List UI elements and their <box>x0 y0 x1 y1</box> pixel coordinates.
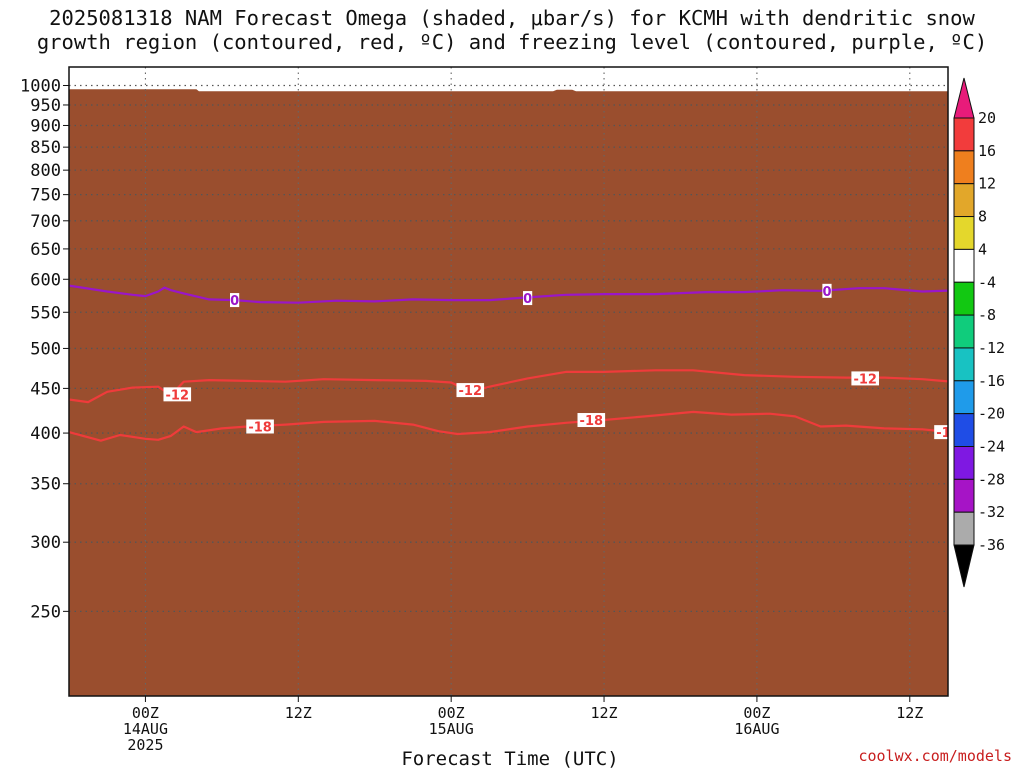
colorbar-bin <box>953 281 975 316</box>
y-tick-label: 400 <box>30 424 61 444</box>
y-tick-label: 500 <box>30 339 61 359</box>
colorbar-bin <box>953 117 975 152</box>
x-tick-label: 00Z <box>132 704 159 722</box>
contour-label-bg <box>577 413 606 428</box>
contour-label-bg <box>934 425 948 440</box>
colorbar-label: -16 <box>978 372 1005 390</box>
x-tick-label: 12Z <box>590 704 617 722</box>
x-axis: 00Z14AUG202512Z00Z15AUG12Z00Z16AUG12Z00Z… <box>123 696 923 754</box>
colorbar-max-triangle <box>953 77 975 119</box>
contour-label: -12 <box>853 372 877 387</box>
colorbar-label: -24 <box>978 438 1005 456</box>
contour-label: 0 <box>822 285 831 300</box>
x-axis-title: Forecast Time (UTC) <box>401 748 618 768</box>
contour-label-bg <box>230 293 240 308</box>
y-tick-label: 800 <box>30 161 61 181</box>
contour-label: -18 <box>936 426 960 441</box>
colorbar-label: -28 <box>978 470 1005 488</box>
y-tick-label: 900 <box>30 116 61 136</box>
colorbar: 20 16 12 8 4 -4 -8 -12 -16 -20 -24 -28 -32 -36 <box>953 77 1005 588</box>
colorbar-bin <box>953 314 975 349</box>
y-axis: 2503003504004505005506006507007508008509… <box>20 77 69 622</box>
terrain-shape <box>69 89 948 696</box>
y-tick-label: 750 <box>30 186 61 206</box>
colorbar-label: 4 <box>978 240 987 258</box>
y-tick-label: 350 <box>30 475 61 495</box>
colorbar-bin <box>953 380 975 415</box>
y-tick-label: 250 <box>30 602 61 622</box>
terrain-fill <box>69 89 948 696</box>
contour-label: -18 <box>580 414 604 429</box>
colorbar-label: -8 <box>978 306 996 324</box>
colorbar-bin <box>953 511 975 546</box>
x-tick-label: 16AUG <box>734 720 779 738</box>
contour-line-0 <box>69 284 948 304</box>
colorbar-label: 8 <box>978 208 987 226</box>
y-tick-label: 700 <box>30 212 61 232</box>
colorbar-bin <box>953 248 975 283</box>
y-tick-label: 450 <box>30 379 61 399</box>
contour-label: 0 <box>523 292 532 307</box>
y-tick-label: 850 <box>30 138 61 158</box>
credit-text: coolwx.com/models <box>858 747 1012 765</box>
colorbar-bin <box>953 446 975 480</box>
contour-label-bg <box>851 371 879 386</box>
colorbar-bin <box>953 413 975 447</box>
colorbar-bin <box>953 150 975 185</box>
contour-label-bg <box>822 283 832 298</box>
y-tick-label: 1000 <box>20 77 61 97</box>
x-tick-label: 15AUG <box>429 720 474 738</box>
colorbar-label: -36 <box>978 536 1005 554</box>
chart-title: 2025081318 NAM Forecast Omega (shaded, μ… <box>0 6 1024 54</box>
colorbar-label: 12 <box>978 175 996 193</box>
x-tick-label: 14AUG <box>123 720 168 738</box>
y-tick-label: 300 <box>30 533 61 553</box>
contour-label: 0 <box>230 294 239 309</box>
colorbar-bin <box>953 478 975 513</box>
colorbar-min-triangle <box>953 544 975 588</box>
y-tick-label: 550 <box>30 303 61 323</box>
colorbar-label: 16 <box>978 142 996 160</box>
x-tick-label: 12Z <box>285 704 312 722</box>
contour-lines: -18 -18 -18 -12 -12 -12 0 0 0 <box>69 283 960 442</box>
contour-label: -18 <box>248 420 272 435</box>
plot-frame <box>68 66 949 697</box>
x-tick-label: 00Z <box>743 704 770 722</box>
chart-title-line-1: 2025081318 NAM Forecast Omega (shaded, μ… <box>49 6 975 30</box>
contour-label-bg <box>246 419 274 434</box>
y-tick-label: 600 <box>30 270 61 290</box>
colorbar-label: -32 <box>978 503 1005 521</box>
y-tick-label: 950 <box>30 96 61 116</box>
x-tick-label: 00Z <box>438 704 465 722</box>
contour-label-bg <box>163 387 192 402</box>
x-tick-label: 12Z <box>896 704 923 722</box>
colorbar-bin <box>953 216 975 250</box>
contour-label-bg <box>523 291 533 306</box>
chart-title-line-2: growth region (contoured, red, ºC) and f… <box>36 30 988 54</box>
colorbar-label: -20 <box>978 405 1005 423</box>
colorbar-label: 20 <box>978 109 996 127</box>
x-tick-label: 2025 <box>127 736 163 754</box>
colorbar-bin <box>953 183 975 218</box>
y-tick-label: 650 <box>30 240 61 260</box>
grid-lines <box>69 67 948 696</box>
contour-label-bg <box>456 383 485 398</box>
colorbar-bin <box>953 347 975 382</box>
contour-label: -12 <box>166 388 190 403</box>
contour-label: -12 <box>459 384 483 399</box>
colorbar-label: -4 <box>978 273 996 291</box>
colorbar-label: -12 <box>978 339 1005 357</box>
